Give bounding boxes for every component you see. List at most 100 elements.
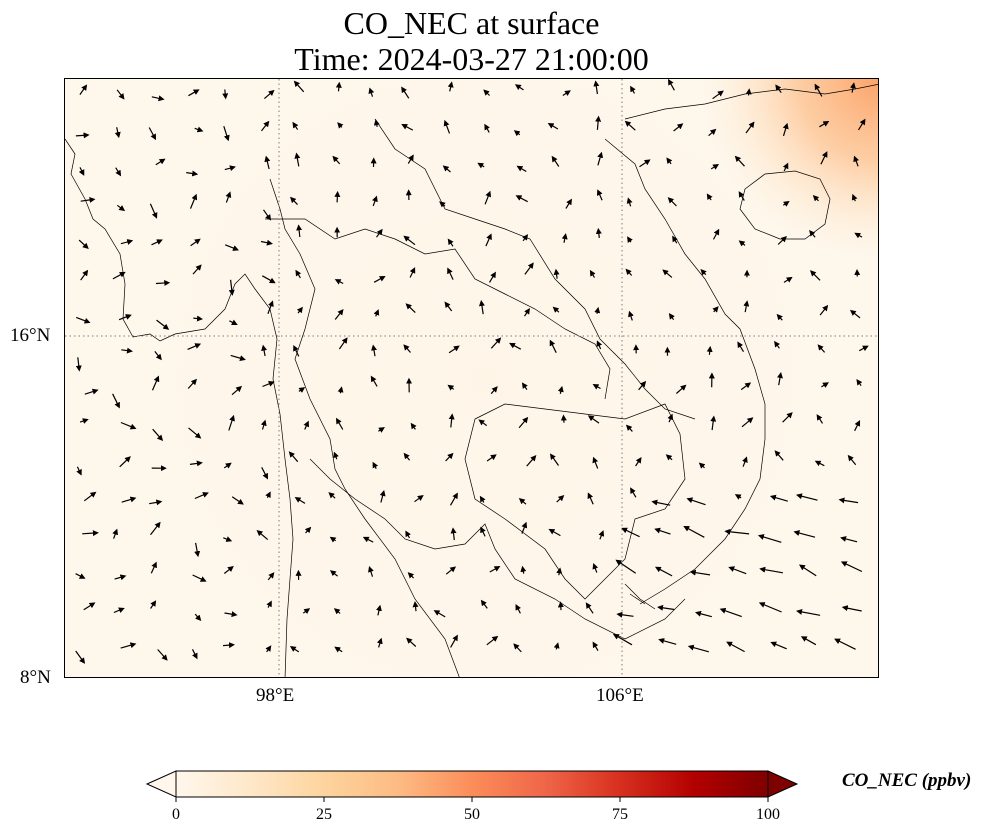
wind-arrow [401,86,410,99]
wind-arrow [526,455,537,467]
wind-arrow [616,611,634,618]
wind-arrow [757,534,782,543]
lon-tick-label: 106°E [596,685,644,706]
wind-arrow [298,387,306,393]
wind-arrow [820,151,828,165]
wind-arrow [615,559,637,574]
wind-arrow [156,319,170,330]
wind-arrow [116,89,125,100]
wind-arrow [667,413,674,423]
wind-arrow [194,126,204,133]
wind-arrow [304,526,312,534]
wind-arrow [155,158,166,166]
wind-arrow [264,89,275,100]
lat-tick-label: 8°N [20,667,51,688]
wind-arrow [657,604,675,611]
wind-arrow [262,381,275,388]
wind-arrow [724,528,750,535]
wind-arrow [230,354,246,362]
wind-arrow [654,527,671,535]
wind-arrow [294,152,301,167]
wind-arrow [121,496,137,503]
wind-arrow [854,232,863,239]
wind-arrow [595,115,602,130]
wind-arrow [407,572,415,579]
wind-arrow [484,123,490,133]
wind-arrow [687,644,709,653]
wind-arrow [547,122,559,130]
wind-arrow [445,566,457,575]
wind-arrow [595,227,602,238]
wind-arrow [373,119,380,128]
wind-arrow [292,121,299,130]
wind-arrow [155,279,171,286]
wind-arrow [712,228,720,240]
wind-arrow [484,190,492,205]
wind-arrow [149,203,158,219]
wind-arrow [740,382,752,391]
colorbar-tick-label: 100 [756,806,780,823]
colorbar-gradient [175,770,769,798]
wind-arrow [335,417,344,430]
wind-arrow [668,79,675,91]
wind-arrow [627,236,633,243]
wind-arrow [194,613,202,622]
wind-arrow [518,416,529,429]
wind-arrow [630,487,637,498]
wind-arrow [783,276,793,283]
wind-arrow [628,310,634,321]
wind-arrow [120,239,134,245]
wind-arrow [759,566,784,574]
colorbar-label: CO_NEC (ppbv) [842,770,972,791]
wind-arrow [626,197,633,207]
wind-arrow [654,566,673,577]
wind-arrow [548,528,561,537]
wind-arrow [403,344,411,353]
wind-arrow [265,491,271,499]
wind-arrow [294,497,306,504]
wind-arrow [157,649,168,661]
wind-arrow [262,275,276,284]
wind-arrow [121,347,133,354]
wind-arrow [782,412,793,423]
wind-arrow [296,224,303,238]
wind-arrow [264,155,271,170]
wind-arrow [193,315,203,322]
wind-arrow [524,262,534,275]
wind-arrow [83,602,96,611]
wind-arrow [261,467,268,480]
wind-arrow [223,565,234,574]
wind-arrow [565,198,572,209]
wind-arrow [119,456,131,468]
wind-arrow [621,527,640,538]
wind-arrow [513,130,521,137]
wind-arrow [668,313,675,321]
wind-arrow [112,528,119,539]
wind-arrow [84,388,99,395]
wind-arrow [698,462,706,469]
map-canvas [65,79,878,677]
wind-arrow [150,600,157,609]
wind-arrow [332,155,341,165]
wind-arrow [596,340,603,350]
wind-arrow [593,80,600,95]
wind-arrow [373,309,380,317]
wind-arrow [777,372,783,386]
wind-arrow [370,375,378,387]
wind-arrow [597,151,604,166]
wind-arrow [362,536,374,543]
wind-arrow [592,641,599,652]
wind-arrow [809,229,816,238]
colorbar-tick-label: 75 [612,806,628,823]
wind-arrow [83,491,97,502]
wind-arrow [477,162,485,169]
wind-arrow [821,382,829,388]
wind-arrow [373,275,386,283]
wind-arrow [509,342,522,350]
wind-arrow [194,542,201,558]
wind-arrow [229,319,238,326]
wind-arrow [774,450,784,461]
wind-arrow [770,641,787,650]
wind-arrow [592,562,599,573]
wind-arrow [665,454,673,461]
